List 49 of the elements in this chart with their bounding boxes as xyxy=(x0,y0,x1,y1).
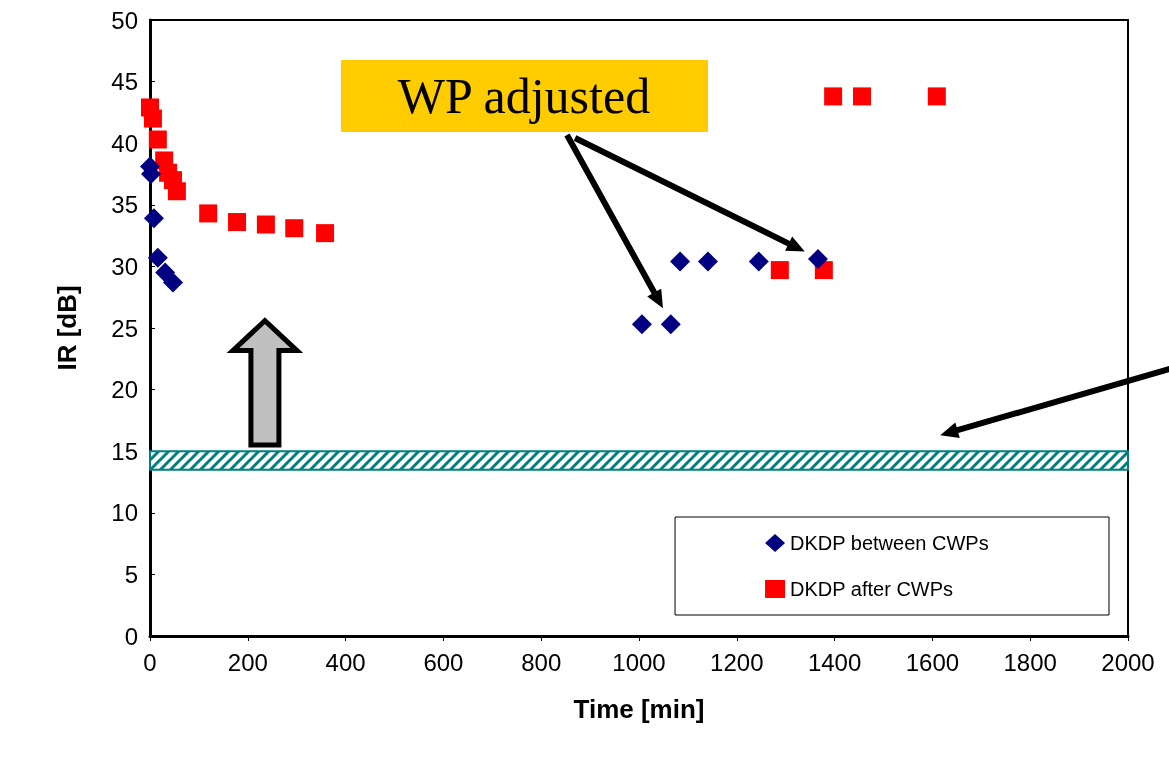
point xyxy=(631,314,652,335)
point xyxy=(807,249,828,270)
point xyxy=(143,109,162,128)
y-tick-label: 0 xyxy=(124,622,138,650)
y-tick-label: 40 xyxy=(111,129,138,157)
x-tick-label: 1000 xyxy=(612,648,666,676)
point xyxy=(162,272,183,293)
y-tick-label: 15 xyxy=(111,437,138,465)
point xyxy=(852,87,871,106)
point xyxy=(285,219,304,238)
point xyxy=(670,251,691,272)
point xyxy=(148,130,167,149)
y-tick-label: 5 xyxy=(124,560,138,588)
x-tick-label: 800 xyxy=(521,648,562,676)
y-tick-label: 30 xyxy=(111,252,138,280)
point xyxy=(228,213,247,232)
x-tick-label: 400 xyxy=(325,648,366,676)
x-tick-label: 1800 xyxy=(1003,648,1057,676)
point xyxy=(927,87,946,106)
x-tick-label: 1400 xyxy=(807,648,862,676)
point xyxy=(155,262,176,283)
point xyxy=(147,247,168,268)
point xyxy=(770,261,789,280)
x-tick-label: 1200 xyxy=(710,648,764,676)
point xyxy=(748,251,769,272)
legend-label: DKDP between CWPs xyxy=(790,532,989,554)
y-tick-label: 25 xyxy=(111,314,138,342)
y-axis-title: IR [dB] xyxy=(52,285,82,371)
x-tick-label: 2000 xyxy=(1101,648,1155,676)
point xyxy=(199,204,218,223)
annotation: WP adjusted xyxy=(397,68,651,124)
x-tick-label: 0 xyxy=(143,648,157,676)
point xyxy=(316,224,335,243)
y-tick-label: 35 xyxy=(111,191,138,219)
point xyxy=(660,314,681,335)
x-axis-title: Time [min] xyxy=(573,694,705,724)
x-tick-label: 1600 xyxy=(905,648,960,676)
y-tick-label: 50 xyxy=(111,6,138,34)
point xyxy=(256,215,275,234)
point xyxy=(697,251,718,272)
y-tick-label: 10 xyxy=(111,499,138,527)
legend-label: DKDP after CWPs xyxy=(790,578,954,600)
x-tick-label: 600 xyxy=(423,648,464,676)
point xyxy=(167,182,186,201)
y-tick-label: 45 xyxy=(111,68,138,96)
y-tick-label: 20 xyxy=(111,376,138,404)
point xyxy=(143,208,164,229)
point xyxy=(824,87,843,106)
x-tick-label: 200 xyxy=(227,648,268,676)
